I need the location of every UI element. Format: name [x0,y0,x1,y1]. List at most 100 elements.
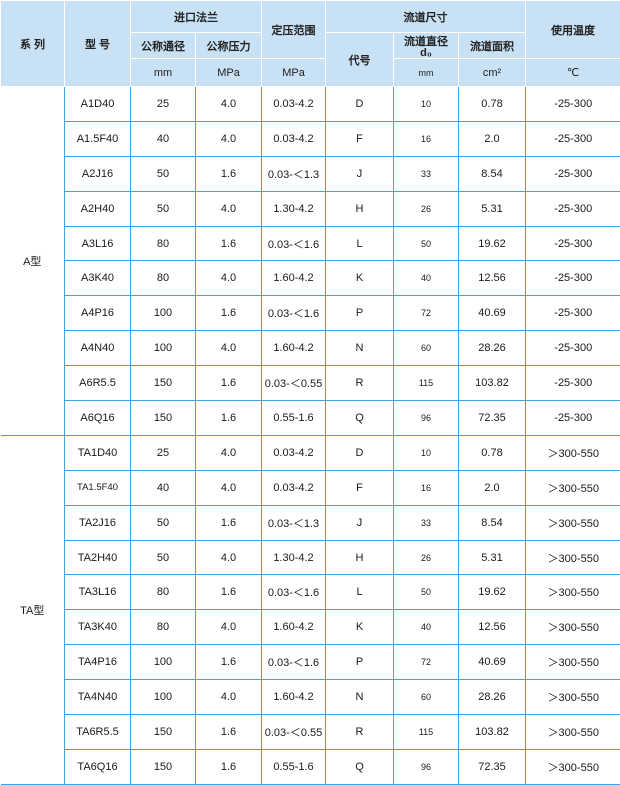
code-cell: L [326,575,394,610]
code-cell: P [326,296,394,331]
temperature-cell: -25-300 [526,121,620,156]
nominal-pressure-cell: 1.6 [196,401,262,436]
header-model: 型 号 [65,1,131,87]
temperature-cell: ＞300-550 [526,505,620,540]
nominal-diameter-cell: 100 [131,645,196,680]
nominal-pressure-cell: 4.0 [196,261,262,296]
temperature-cell: -25-300 [526,331,620,366]
model-cell: A6R5.5 [65,366,131,401]
nominal-pressure-cell: 1.6 [196,366,262,401]
series-cell: TA型 [1,435,65,784]
flow-area-cell: 19.62 [459,226,526,261]
flow-diameter-cell: 72 [394,296,459,331]
header-flow-diameter: 流道直径 d₀ [394,33,459,59]
code-cell: D [326,435,394,470]
nominal-pressure-cell: 4.0 [196,121,262,156]
code-cell: Q [326,749,394,784]
code-cell: F [326,121,394,156]
flow-area-cell: 8.54 [459,505,526,540]
flow-area-cell: 2.0 [459,121,526,156]
code-cell: L [326,226,394,261]
model-cell: A2H40 [65,191,131,226]
nominal-diameter-cell: 100 [131,680,196,715]
nominal-pressure-cell: 4.0 [196,610,262,645]
code-cell: F [326,470,394,505]
code-cell: N [326,331,394,366]
header-series: 系 列 [1,1,65,87]
flow-area-cell: 103.82 [459,715,526,750]
flow-area-cell: 40.69 [459,645,526,680]
flow-area-cell: 72.35 [459,749,526,784]
model-cell: A4N40 [65,331,131,366]
model-cell: A3L16 [65,226,131,261]
set-pressure-range-cell: 0.03-4.2 [262,87,326,122]
flow-diameter-cell: 10 [394,435,459,470]
nominal-diameter-cell: 50 [131,505,196,540]
nominal-diameter-cell: 80 [131,226,196,261]
model-cell: TA3K40 [65,610,131,645]
flow-diameter-cell: 33 [394,156,459,191]
model-cell: TA6Q16 [65,749,131,784]
temperature-cell: -25-300 [526,156,620,191]
nominal-diameter-cell: 50 [131,191,196,226]
nominal-pressure-cell: 1.6 [196,645,262,680]
set-pressure-range-cell: 0.03-＜1.6 [262,575,326,610]
model-cell: A3K40 [65,261,131,296]
set-pressure-range-cell: 1.60-4.2 [262,331,326,366]
series-cell: A型 [1,87,65,436]
flow-diameter-cell: 40 [394,261,459,296]
flow-diameter-cell: 96 [394,749,459,784]
nominal-pressure-cell: 1.6 [196,296,262,331]
temperature-cell: -25-300 [526,87,620,122]
code-cell: Q [326,401,394,436]
nominal-pressure-cell: 1.6 [196,156,262,191]
model-cell: A4P16 [65,296,131,331]
nominal-pressure-cell: 4.0 [196,435,262,470]
nominal-diameter-cell: 80 [131,610,196,645]
code-cell: H [326,540,394,575]
flow-area-cell: 2.0 [459,470,526,505]
flow-diameter-cell: 72 [394,645,459,680]
flow-diameter-cell: 26 [394,540,459,575]
flow-area-cell: 28.26 [459,680,526,715]
code-cell: R [326,366,394,401]
unit-set-pressure: MPa [262,59,326,87]
flow-diameter-symbol: d₀ [394,49,458,58]
flow-area-cell: 72.35 [459,401,526,436]
temperature-cell: ＞300-550 [526,435,620,470]
set-pressure-range-cell: 1.60-4.2 [262,610,326,645]
set-pressure-range-cell: 0.03-＜1.3 [262,505,326,540]
nominal-diameter-cell: 25 [131,87,196,122]
flow-area-cell: 0.78 [459,87,526,122]
header-code: 代号 [326,33,394,87]
nominal-pressure-cell: 4.0 [196,191,262,226]
set-pressure-range-cell: 0.03-＜0.55 [262,366,326,401]
flow-area-cell: 12.56 [459,261,526,296]
temperature-cell: ＞300-550 [526,680,620,715]
model-cell: TA4P16 [65,645,131,680]
code-cell: H [326,191,394,226]
temperature-cell: ＞300-550 [526,749,620,784]
flow-diameter-cell: 16 [394,121,459,156]
model-cell: TA6R5.5 [65,715,131,750]
nominal-diameter-cell: 25 [131,435,196,470]
flow-area-cell: 12.56 [459,610,526,645]
flow-area-cell: 40.69 [459,296,526,331]
model-cell: TA4N40 [65,680,131,715]
nominal-diameter-cell: 50 [131,156,196,191]
flow-area-cell: 8.54 [459,156,526,191]
flow-area-cell: 0.78 [459,435,526,470]
unit-temperature: ℃ [526,59,620,87]
flow-area-cell: 19.62 [459,575,526,610]
